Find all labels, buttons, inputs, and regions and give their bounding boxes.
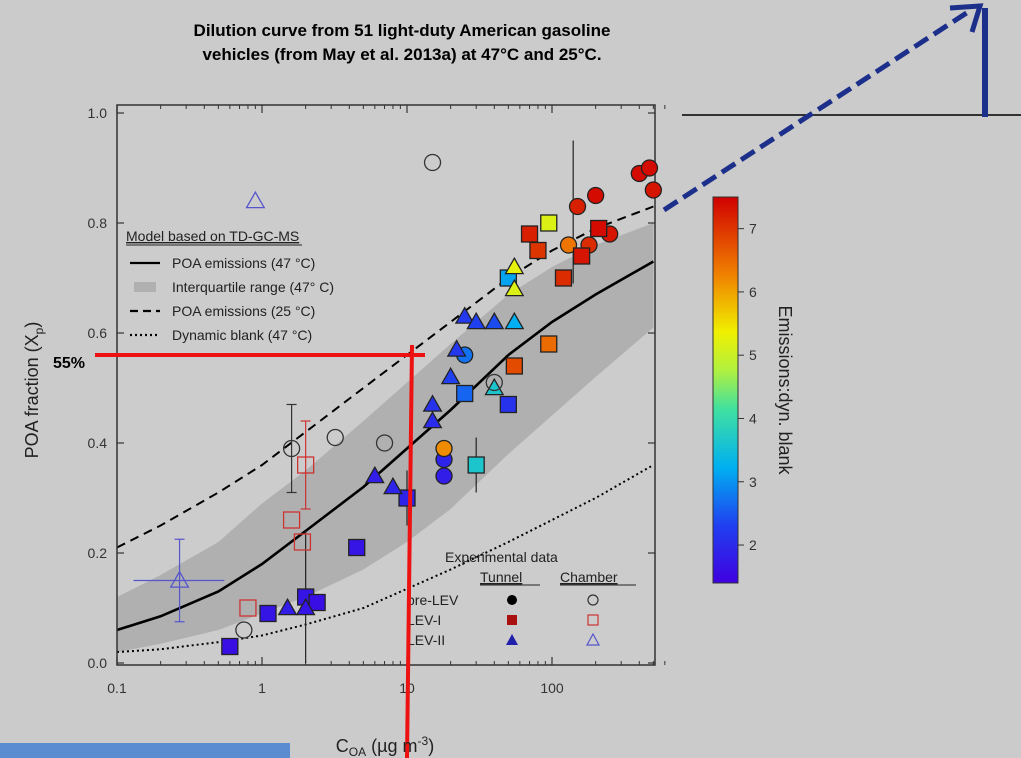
- tunnel-point-triangle: [484, 377, 505, 396]
- x-tick-label: 1: [258, 680, 266, 696]
- chamber-point-square: [282, 511, 301, 529]
- colorbar: [712, 196, 739, 584]
- y-axis-label: POA fraction (Xp): [22, 322, 46, 459]
- annotation-55-percent: 55%: [53, 355, 85, 372]
- chamber-point-circle: [485, 373, 503, 392]
- model-legend-label: POA emissions (47 °C): [172, 255, 315, 271]
- curve-poa-47c: [117, 260, 655, 632]
- tunnel-point-triangle: [446, 339, 467, 357]
- exp-legend-row-label: LEV-II: [407, 632, 445, 648]
- exp-legend-title: Experimental data: [445, 549, 558, 565]
- legend-chamber-marker: [585, 632, 601, 646]
- tunnel-point-square: [259, 604, 277, 623]
- tunnel-point-circle: [568, 197, 587, 216]
- y-tick-label: 1.0: [88, 105, 108, 121]
- tunnel-point-triangle: [504, 311, 525, 330]
- model-legend-title: Model based on TD-GC-MS: [126, 228, 299, 244]
- colorbar-tick-label: 6: [749, 284, 757, 300]
- tunnel-point-circle: [559, 236, 578, 254]
- legend-tunnel-marker: [507, 615, 517, 625]
- tunnel-point-triangle: [440, 366, 461, 385]
- slide-title-line-1: Dilution curve from 51 light-duty Americ…: [193, 21, 611, 40]
- tunnel-point-square: [520, 225, 539, 243]
- legend-chamber-marker: [587, 614, 599, 626]
- colorbar-label: Emissions:dyn. blank: [775, 305, 795, 475]
- tunnel-point-square: [590, 219, 608, 238]
- x-axis-label: COA (µg m-3): [336, 734, 434, 758]
- colorbar-tick-label: 2: [749, 537, 757, 553]
- tunnel-point-square: [540, 214, 558, 232]
- tunnel-point-square: [554, 269, 573, 287]
- chamber-point-square: [239, 599, 257, 617]
- tunnel-point-triangle: [383, 476, 403, 495]
- tunnel-point-square: [456, 384, 474, 403]
- exp-legend-row-label: LEV-I: [407, 612, 441, 628]
- tunnel-point-circle: [644, 181, 663, 199]
- blue-dashed-arrow: [662, 9, 970, 213]
- chamber-point-circle: [326, 428, 344, 447]
- colorbar-tick-label: 4: [749, 410, 757, 426]
- blue-arrow-head: [949, 3, 984, 33]
- tunnel-point-triangle: [504, 256, 525, 275]
- tunnel-point-square: [572, 247, 591, 265]
- interquartile-band: [117, 223, 654, 652]
- colorbar-tick-label: 5: [749, 347, 757, 363]
- y-tick-label: 0.4: [88, 435, 108, 451]
- tunnel-point-circle: [435, 467, 453, 485]
- y-tick-label: 0.6: [88, 325, 108, 341]
- x-tick-label: 0.1: [107, 680, 127, 696]
- tunnel-point-triangle: [295, 597, 316, 616]
- slide-title-line-2: vehicles (from May et al. 2013a) at 47°C…: [202, 45, 602, 64]
- tunnel-point-triangle: [504, 278, 525, 297]
- exp-legend-col-chamber: Chamber: [560, 569, 618, 585]
- chamber-point-triangle: [245, 190, 266, 209]
- tunnel-point-triangle: [466, 311, 487, 330]
- colorbar-tick-label: 7: [749, 221, 757, 237]
- legend-swatch-band: [134, 282, 156, 292]
- tunnel-point-triangle: [484, 311, 505, 330]
- plot-frame: [116, 104, 656, 666]
- exp-legend-col-tunnel: Tunnel: [480, 569, 522, 585]
- red-vertical-guide: [405, 344, 414, 758]
- tunnel-point-triangle: [364, 465, 385, 484]
- model-legend-label: POA emissions (25 °C): [172, 303, 315, 319]
- chamber-point-triangle: [169, 570, 190, 588]
- slide-footer-bar: [0, 743, 290, 758]
- tunnel-point-square: [499, 395, 518, 414]
- chamber-point-square: [293, 533, 312, 551]
- chamber-point-square: [296, 456, 315, 474]
- legend-tunnel-marker: [507, 595, 517, 605]
- x-tick-label: 100: [540, 680, 564, 696]
- chamber-point-circle: [423, 153, 442, 172]
- tunnel-point-square: [348, 538, 366, 557]
- tunnel-point-triangle: [277, 597, 298, 616]
- exp-legend-row-label: pre-LEV: [407, 592, 459, 608]
- tunnel-point-circle: [640, 159, 659, 177]
- tunnel-point-square: [467, 456, 485, 474]
- y-tick-label: 0.2: [88, 545, 108, 561]
- chamber-point-circle: [375, 434, 394, 452]
- tunnel-point-triangle: [422, 394, 443, 412]
- tunnel-point-square: [308, 593, 326, 612]
- y-tick-label: 0.8: [88, 215, 108, 231]
- curve-poa-25c: [117, 205, 654, 549]
- chamber-point-circle: [282, 439, 301, 458]
- tunnel-point-square: [221, 637, 239, 656]
- tunnel-point-square: [505, 357, 524, 375]
- tunnel-point-square: [540, 335, 558, 353]
- tunnel-point-square: [529, 241, 547, 260]
- tunnel-point-circle: [586, 186, 605, 205]
- tunnel-point-triangle: [454, 306, 475, 324]
- tunnel-point-triangle: [422, 410, 443, 429]
- chamber-point-circle: [235, 621, 253, 639]
- colorbar-tick-label: 3: [749, 474, 757, 490]
- y-tick-label: 0.0: [88, 655, 108, 671]
- model-legend-label: Interquartile range (47° C): [172, 279, 334, 295]
- tunnel-point-circle: [435, 439, 453, 458]
- legend-chamber-marker: [587, 594, 599, 606]
- legend-tunnel-marker: [506, 634, 518, 645]
- model-legend-label: Dynamic blank (47 °C): [172, 327, 312, 343]
